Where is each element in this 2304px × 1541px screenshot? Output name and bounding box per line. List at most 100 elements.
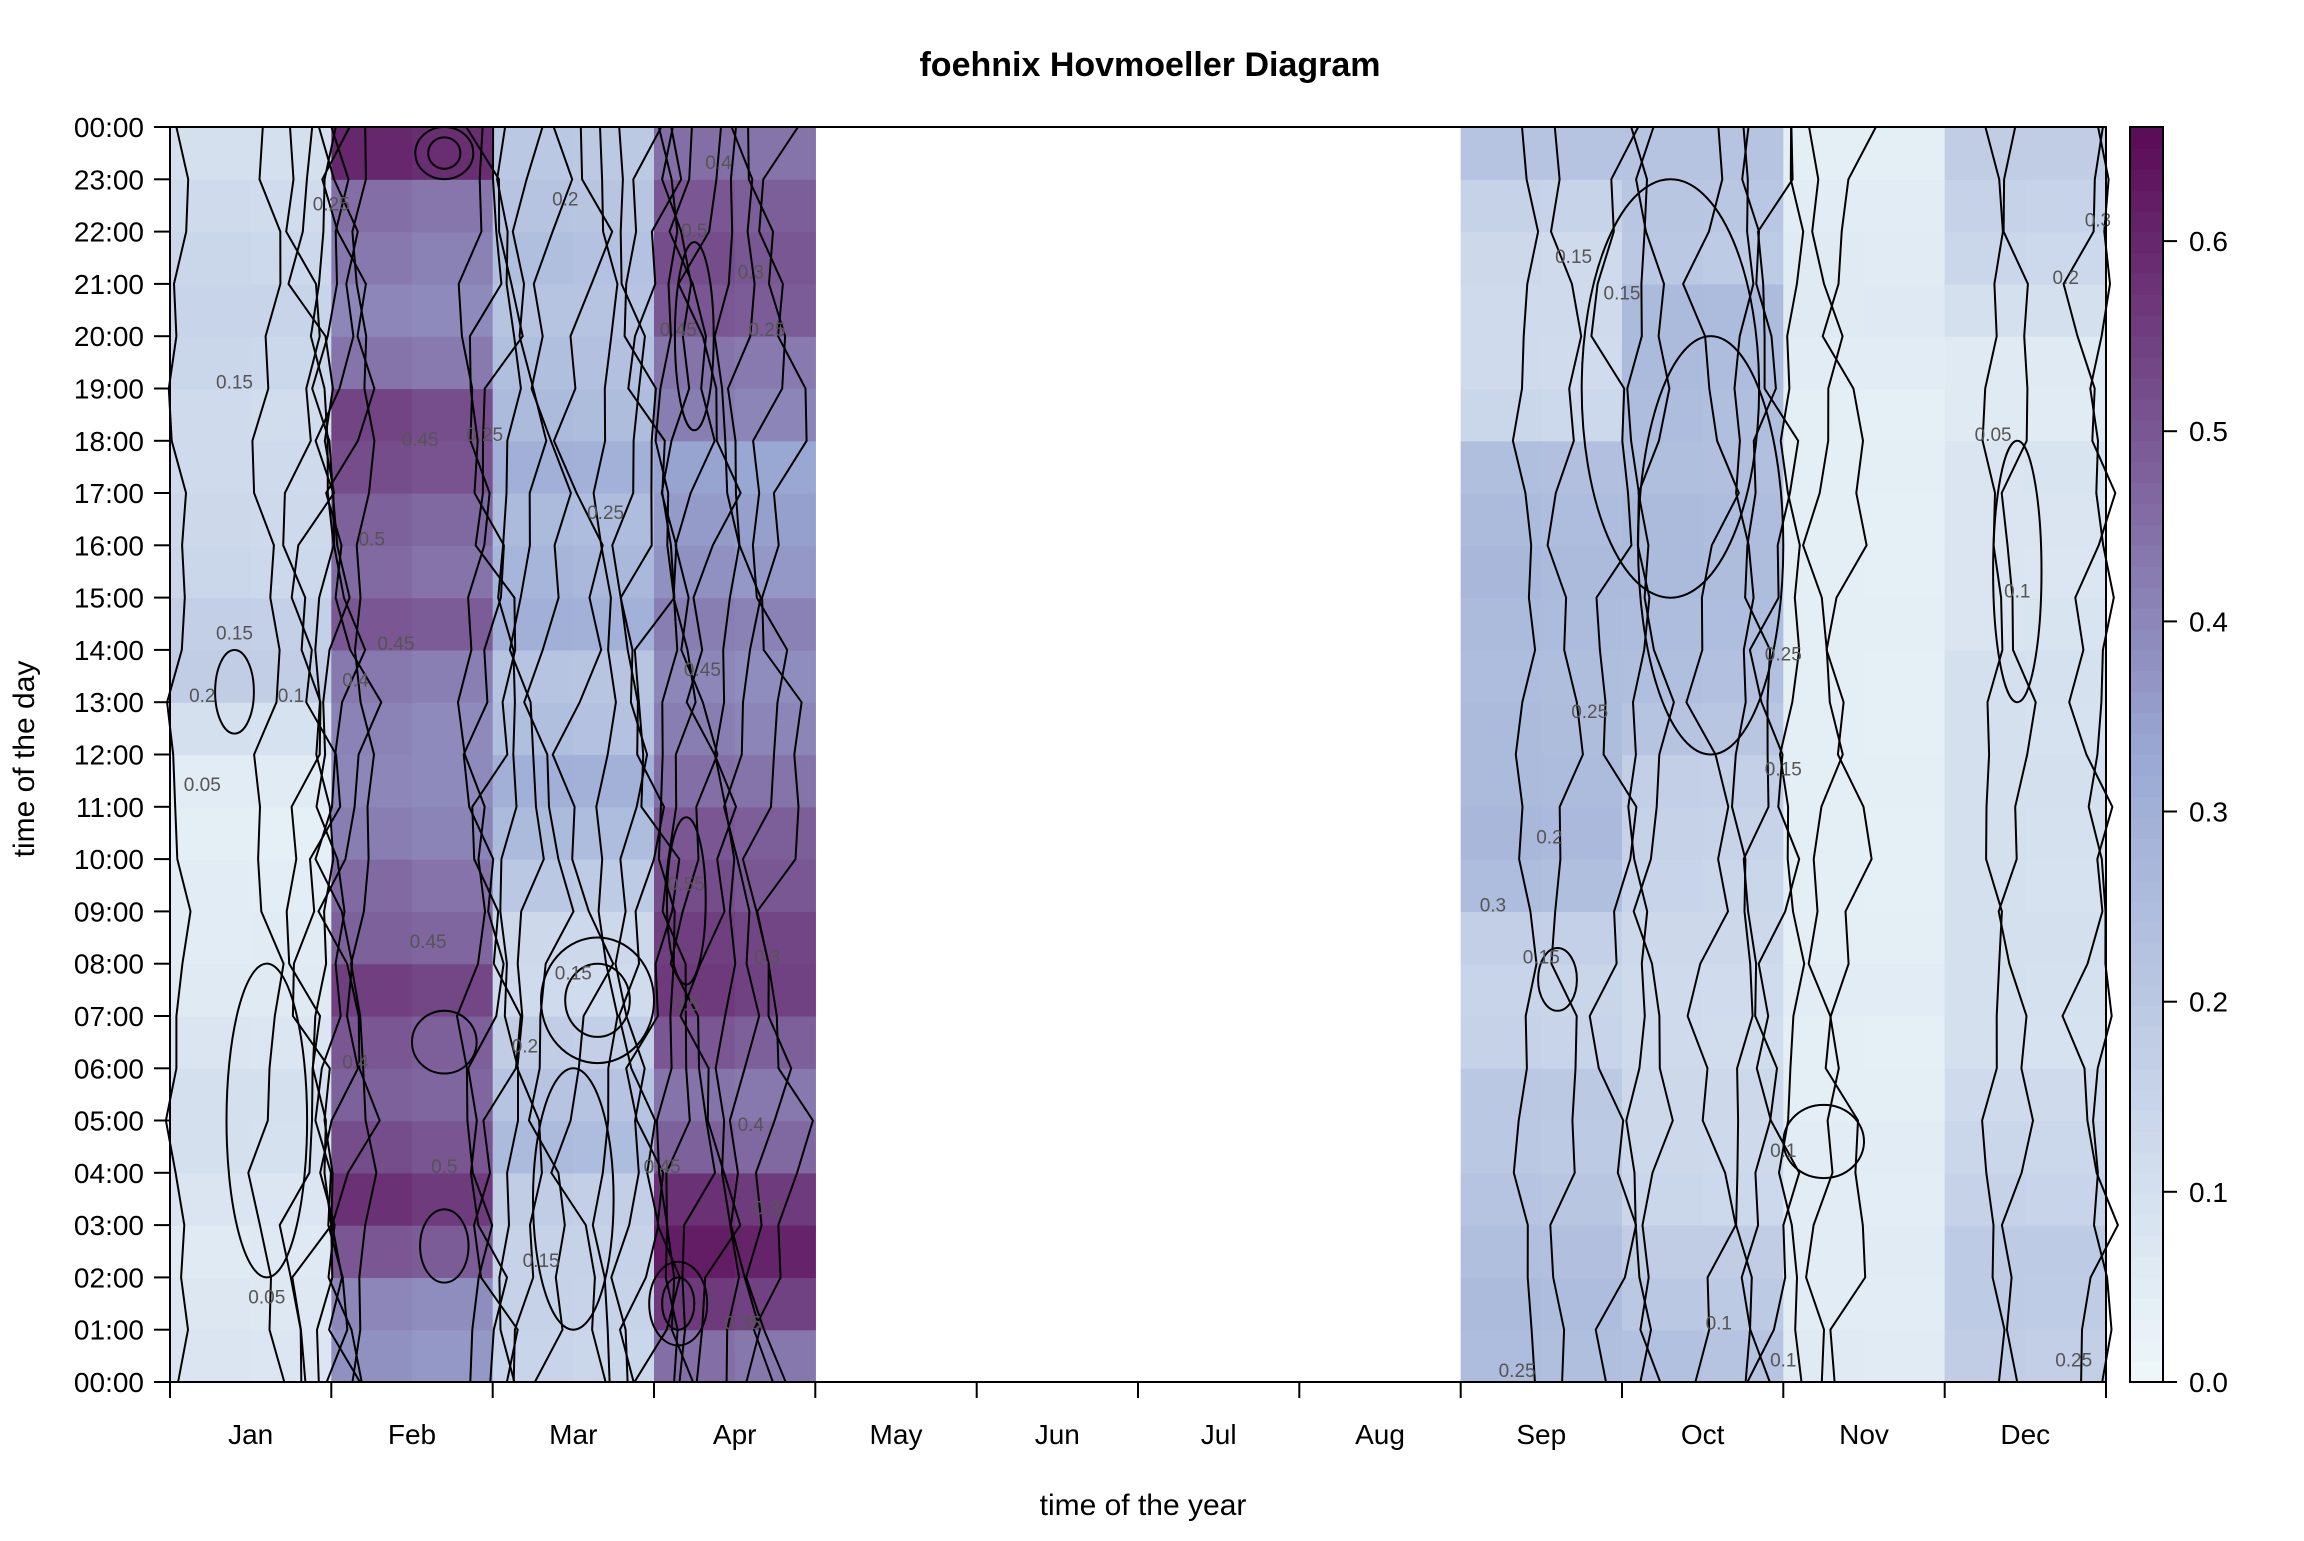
y-axis-label: time of the day [8, 661, 41, 858]
colorbar-tick-label: 0.4 [2189, 606, 2228, 637]
contour-line [247, 126, 286, 1383]
colorbar-tick-label: 0.3 [2189, 797, 2228, 828]
contour-line [1777, 126, 1806, 1383]
heat-cell [1783, 493, 1865, 546]
heat-cell [573, 440, 655, 494]
heat-cell [654, 754, 736, 808]
heat-cell [2025, 1172, 2107, 1226]
heat-cell [573, 127, 655, 180]
contour-labels: 0.25 0.15 0.15 0.2 0.1 0.05 0.05 0.45 0.5 0.45 0.4… [184, 153, 2111, 1382]
heat-cell [1864, 754, 1946, 808]
heat-cell [1622, 859, 1704, 912]
contour-line [523, 126, 575, 1383]
heat-cell [331, 127, 413, 180]
colorbar-step [2130, 210, 2163, 233]
heat-cell [1702, 597, 1784, 651]
contour-label: 0.25 [1765, 644, 1802, 665]
contour-loop [419, 1208, 470, 1284]
colorbar-step [2130, 1256, 2163, 1279]
colorbar: 0.0 0.1 0.2 0.3 0.4 0.5 0.6 [2129, 126, 2228, 1398]
colorbar-step [2130, 775, 2163, 797]
colorbar-step [2130, 670, 2163, 693]
contour-line [1511, 126, 1540, 1383]
heat-cell [1541, 1225, 1623, 1279]
contour-line [465, 126, 524, 1383]
contour-loop [225, 962, 309, 1279]
colorbar-step [2130, 1131, 2163, 1153]
heat-cell [1944, 702, 2026, 756]
contour-line [1981, 126, 2006, 1383]
heat-cell [1864, 963, 1946, 1017]
heat-cell [170, 388, 252, 442]
heat-cell [1541, 1015, 1623, 1069]
contour-line [455, 126, 494, 1383]
heat-cell [1460, 1068, 1542, 1122]
colorbar-step [2130, 921, 2163, 944]
heat-cell [1460, 702, 1542, 756]
heat-cell [734, 1068, 816, 1122]
heat-cell [2025, 859, 2107, 912]
contour-label: 0.25 [1571, 702, 1608, 723]
heat-cell [1944, 283, 2026, 337]
colorbar-tick-label: 0.6 [2189, 226, 2228, 257]
heat-cell [170, 440, 252, 494]
contour-label: 0.3 [1480, 895, 1506, 916]
heat-cell [1622, 545, 1704, 599]
heat-cell [1864, 336, 1946, 390]
heat-cell [654, 806, 736, 860]
x-tick-label: Feb [388, 1419, 436, 1450]
heat-cell [734, 597, 816, 651]
heat-cell [1702, 754, 1784, 808]
heat-cell [1460, 127, 1542, 180]
contour-label: 0.15 [523, 1251, 560, 1272]
heat-cell [1944, 911, 2026, 965]
colorbar-step [2130, 963, 2163, 986]
contour-line [741, 126, 793, 1383]
heat-cell [170, 859, 252, 912]
contour-label: 0.2 [1536, 827, 1562, 848]
colorbar-step [2130, 1110, 2163, 1132]
heat-cell [1783, 859, 1865, 912]
contour-loop [564, 962, 631, 1038]
contour-line [723, 126, 762, 1383]
heat-cell [1864, 702, 1946, 756]
heat-cell [1944, 1068, 2026, 1122]
heat-cell [250, 1120, 332, 1174]
heat-cell [1864, 127, 1946, 180]
heat-cell [1541, 1329, 1623, 1383]
heat-cell [250, 545, 332, 599]
colorbar-step [2130, 838, 2163, 860]
heat-cell [1460, 911, 1542, 965]
heat-cell [170, 1015, 252, 1069]
colorbar-step [2130, 1089, 2163, 1111]
colorbar-step [2130, 817, 2163, 839]
contour-label: 0.15 [1765, 759, 1802, 780]
heat-cell [1864, 493, 1946, 546]
y-tick-label: 21:00 [74, 269, 144, 300]
heat-cell [250, 1225, 332, 1279]
y-tick-label: 11:00 [76, 792, 144, 823]
x-tick-label: May [870, 1419, 923, 1450]
colorbar-step [2130, 984, 2163, 1007]
x-tick-label: Jun [1035, 1419, 1080, 1450]
heat-cell [1460, 336, 1542, 390]
heat-cell [1783, 179, 1865, 233]
heat-cell [654, 179, 736, 233]
heat-cell [331, 1172, 413, 1226]
heat-cell [1460, 1120, 1542, 1174]
colorbar-step [2130, 1235, 2163, 1258]
heat-cell [250, 1329, 332, 1383]
heat-cell [250, 440, 332, 494]
contour-line [1546, 126, 1584, 1383]
colorbar-step [2130, 712, 2163, 735]
contour-label: 0.45 [377, 634, 414, 655]
heat-cell [1864, 1015, 1946, 1069]
heat-cell [1622, 963, 1704, 1017]
colorbar-step [2130, 691, 2163, 714]
heat-cell [1702, 1172, 1784, 1226]
y-tick-label: 10:00 [74, 844, 144, 875]
contour-label: 0.1 [1770, 1350, 1796, 1371]
contour-line [591, 126, 619, 1383]
contour-loop [214, 649, 255, 735]
contour-line [713, 126, 741, 1383]
